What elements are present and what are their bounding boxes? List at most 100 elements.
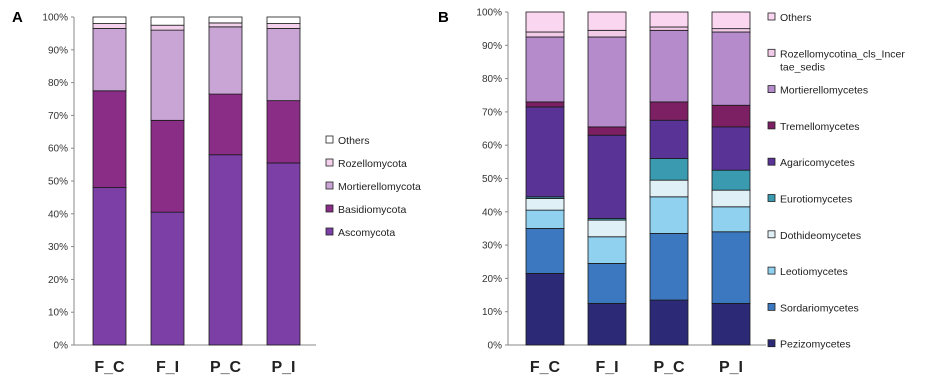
bar-segment-mortierellomycetes [587,36,627,128]
legend-label-rozellomycota: Rozellomycota [338,158,407,170]
legend-label-tremellomycetes: Tremellomycetes [780,121,860,133]
y-tick-label: 10% [48,308,68,319]
bar-segment-rozellomycota [150,24,185,31]
bar-segment-others [208,16,243,24]
bar-segment-sordariomycetes [711,231,751,304]
legend-swatch-dothideomycetes [767,230,776,239]
bar-segment-leotiomycetes [525,209,565,229]
y-tick-label: 30% [482,241,502,252]
y-tick-label: 60% [482,141,502,152]
y-tick-label: 0% [54,341,69,352]
bar-segment-pezizomycetes [711,302,751,346]
bar-segment-leotiomycetes [711,206,751,233]
bar-segment-ascomycota [150,211,185,346]
legend-swatch-rozellomycota [325,158,334,167]
bar-segment-rozellomycotina-cls-incertae-sedis [649,26,689,31]
y-tick-label: 100% [476,8,502,19]
bar-segment-pezizomycetes [649,299,689,346]
bar-segment-tremellomycetes [525,101,565,108]
y-tick-label: 60% [48,144,68,155]
bar-segment-mortierellomycetes [649,29,689,103]
x-category-label: F_I [595,359,618,376]
legend-label-agaricomycetes: Agaricomycetes [780,157,855,169]
bar-segment-rozellomycotina-cls-incertae-sedis [587,29,627,38]
bar-segment-eurotiomycetes [649,158,689,181]
bar-segment-sordariomycetes [587,263,627,304]
bar-segment-leotiomycetes [649,196,689,234]
legend-label-others: Others [780,12,812,24]
legend-swatch-agaricomycetes [767,157,776,166]
y-tick-label: 80% [48,78,68,89]
y-tick-label: 40% [482,207,502,218]
legend-label-rozellomycotina-cls-incertae-sedis: Rozellomycotina_cls_Incer [780,48,905,60]
chart-panel-a: A 0% 10% 20% 30% 40% 50% 60% 70% 80% 90% 100% F_C F_I… [12,9,421,376]
legend-label-dothideomycetes: Dothideomycetes [780,230,861,242]
legend-label-eurotiomycetes: Eurotiomycetes [780,194,852,206]
x-category-label: P_C [210,359,242,376]
panel-letter: A [12,9,23,26]
legend-label-pezizomycetes: Pezizomycetes [780,339,851,351]
legend-swatch-others [325,135,334,144]
bar-segment-basidiomycota [92,90,127,188]
bar-segment-mortierellomycota [266,28,301,102]
bar-segment-dothideomycetes [711,189,751,208]
bar-segment-dothideomycetes [649,179,689,198]
bar-segment-agaricomycetes [711,126,751,171]
panel-letter: B [438,9,449,26]
bar-segment-tremellomycetes [587,126,627,136]
y-tick-label: 20% [482,274,502,285]
bar-segment-tremellomycetes [711,104,751,128]
y-tick-label: 10% [482,307,502,318]
bar-segment-dothideomycetes [587,219,627,238]
bar-segment-ascomycota [266,162,301,346]
legend-label-rozellomycotina-cls-incertae-sedis: tae_sedis [780,61,825,73]
legend-swatch-others [767,12,776,21]
bar-segment-eurotiomycetes [711,169,751,191]
y-tick-label: 90% [48,45,68,56]
bar-segment-leotiomycetes [587,236,627,264]
x-category-label: P_I [271,359,295,376]
legend-label-mortierellomycetes: Mortierellomycetes [780,85,868,97]
bar-segment-dothideomycetes [525,198,565,211]
bar-segment-basidiomycota [150,119,185,213]
legend-label-sordariomycetes: Sordariomycetes [780,302,859,314]
y-tick-label: 50% [482,174,502,185]
legend-swatch-mortierellomycota [325,181,334,190]
legend-swatch-ascomycota [325,227,334,236]
y-tick-label: 20% [48,275,68,286]
legend-label-basidiomycota: Basidiomycota [338,204,406,216]
bar-segment-rozellomycota [208,22,243,28]
legend-swatch-leotiomycetes [767,266,776,275]
legend-swatch-basidiomycota [325,204,334,213]
y-tick-label: 70% [48,111,68,122]
bar-segment-sordariomycetes [525,228,565,274]
bar-segment-others [525,11,565,33]
y-tick-label: 50% [48,177,68,188]
legend-swatch-eurotiomycetes [767,194,776,202]
bar-segment-sordariomycetes [649,233,689,301]
bar-segment-others [711,11,751,30]
x-category-label: F_C [530,359,561,376]
bar-segment-ascomycota [92,187,127,346]
legend-label-ascomycota: Ascomycota [338,227,395,239]
bar-segment-rozellomycota [92,23,127,29]
legend-label-others: Others [338,135,370,147]
bar-segment-agaricomycetes [525,106,565,198]
bar-segment-rozellomycota [266,23,301,29]
bar-segment-others [92,16,127,24]
bar-segment-others [649,11,689,28]
legend-swatch-pezizomycetes [767,339,776,348]
y-tick-label: 30% [48,242,68,253]
bar-segment-mortierellomycota [150,29,185,121]
y-tick-label: 90% [482,41,502,52]
legend-swatch-sordariomycetes [767,302,776,311]
y-tick-label: 0% [488,341,503,352]
bar-segment-mortierellomycetes [711,31,751,106]
x-category-label: P_C [653,359,685,376]
y-tick-label: 70% [482,107,502,118]
legend-swatch-rozellomycotina-cls-incertae-sedis [767,48,776,57]
bar-segment-basidiomycota [208,93,243,156]
legend-label-mortierellomycota: Mortierellomycota [338,181,421,193]
legend-label-leotiomycetes: Leotiomycetes [780,266,848,278]
